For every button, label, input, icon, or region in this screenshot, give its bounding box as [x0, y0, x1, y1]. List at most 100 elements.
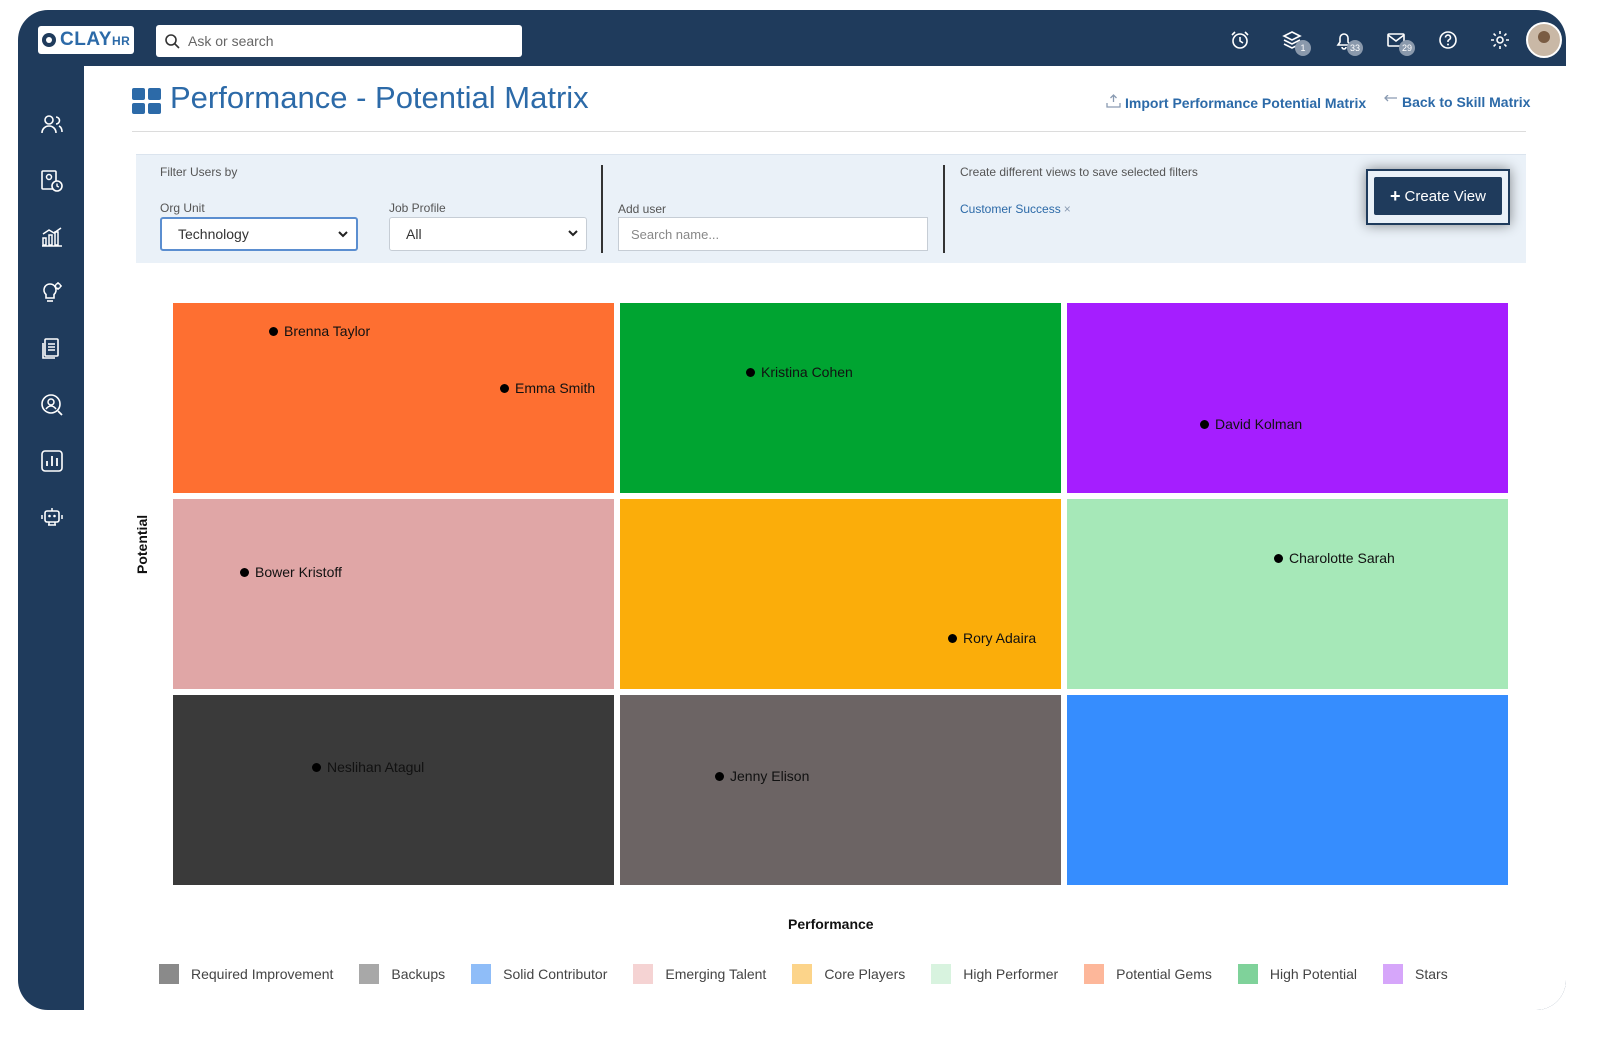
job-profile-label: Job Profile	[389, 201, 446, 215]
cell-stars[interactable]: David Kolman	[1067, 303, 1508, 493]
gear-icon[interactable]	[1474, 24, 1526, 56]
notifications-badge: 33	[1347, 40, 1363, 56]
bar-chart-icon[interactable]	[39, 224, 65, 250]
chevron-down-icon	[338, 231, 348, 238]
matrix-legend: Required Improvement Backups Solid Contr…	[159, 964, 1474, 984]
people-icon[interactable]	[39, 112, 65, 138]
legend-swatch	[159, 964, 179, 984]
logo-mark-icon	[42, 33, 56, 47]
legend-item[interactable]: High Potential	[1237, 964, 1357, 984]
cell-core-players[interactable]: Rory Adaira	[620, 499, 1061, 689]
person-marker[interactable]: Bower Kristoff	[240, 564, 342, 580]
legend-label: Potential Gems	[1116, 966, 1212, 982]
legend-item[interactable]: High Performer	[931, 964, 1058, 984]
search-icon	[165, 34, 180, 49]
top-bar: CLAYHR 1 33 29	[18, 10, 1566, 66]
saved-view-chip[interactable]: Customer Success ×	[960, 202, 1071, 216]
legend-item[interactable]: Core Players	[792, 964, 905, 984]
person-marker[interactable]: Jenny Elison	[715, 768, 809, 784]
create-view-frame: + Create View	[1366, 169, 1510, 225]
robot-icon[interactable]	[39, 504, 65, 530]
legend-item[interactable]: Backups	[359, 964, 445, 984]
clayhr-logo[interactable]: CLAYHR	[38, 26, 134, 54]
filter-heading: Filter Users by	[160, 165, 238, 179]
filter-panel: Filter Users by Org Unit Technology Job …	[136, 154, 1526, 263]
legend-item[interactable]: Stars	[1383, 964, 1448, 984]
add-user-input[interactable]	[618, 217, 928, 251]
add-user-label: Add user	[618, 202, 667, 216]
documents-icon[interactable]	[39, 336, 65, 362]
person-name: Charolotte Sarah	[1289, 550, 1395, 566]
global-search[interactable]	[156, 25, 522, 57]
search-input[interactable]	[186, 32, 510, 50]
legend-swatch	[1383, 964, 1404, 984]
create-view-button[interactable]: + Create View	[1374, 177, 1502, 215]
legend-label: Emerging Talent	[665, 966, 767, 982]
close-icon[interactable]: ×	[1063, 202, 1071, 216]
person-marker[interactable]: Charolotte Sarah	[1274, 550, 1395, 566]
legend-label: High Performer	[963, 966, 1059, 982]
alarm-clock-icon[interactable]	[1214, 24, 1266, 56]
bell-icon[interactable]: 33	[1318, 24, 1370, 56]
logo-subtext: HR	[111, 34, 131, 48]
person-search-icon[interactable]	[39, 392, 65, 418]
y-axis-label: Potential	[134, 514, 150, 574]
cell-potential-gems[interactable]: Brenna Taylor Emma Smith	[173, 303, 614, 493]
cell-solid-contributor[interactable]	[1067, 695, 1508, 885]
user-avatar[interactable]	[1526, 22, 1562, 58]
report-icon[interactable]	[39, 448, 65, 474]
person-name: Jenny Elison	[730, 768, 810, 784]
back-link-label: Back to Skill Matrix	[1402, 94, 1531, 110]
layers-badge: 1	[1295, 40, 1311, 56]
back-arrow-icon	[1382, 94, 1398, 110]
cell-high-potential[interactable]: Kristina Cohen	[620, 303, 1061, 493]
cell-required-improvement[interactable]: Neslihan Atagul	[173, 695, 614, 885]
lightbulb-gear-icon[interactable]	[39, 280, 65, 306]
person-marker[interactable]: Kristina Cohen	[746, 364, 853, 380]
legend-swatch	[359, 964, 380, 984]
legend-item[interactable]: Potential Gems	[1084, 964, 1212, 984]
legend-item[interactable]: Emerging Talent	[633, 964, 766, 984]
org-unit-select[interactable]: Technology	[160, 217, 358, 251]
person-name: Neslihan Atagul	[327, 759, 425, 775]
legend-item[interactable]: Solid Contributor	[471, 964, 607, 984]
help-icon[interactable]	[1422, 24, 1474, 56]
legend-label: Solid Contributor	[503, 966, 608, 982]
mail-badge: 29	[1399, 40, 1415, 56]
job-profile-value: All	[406, 226, 422, 242]
person-marker[interactable]: Rory Adaira	[948, 630, 1036, 646]
legend-label: Core Players	[824, 966, 906, 982]
header-divider	[132, 131, 1526, 132]
import-matrix-link[interactable]: Import Performance Potential Matrix	[1106, 94, 1366, 111]
person-clock-icon[interactable]	[39, 168, 65, 194]
sidebar	[18, 66, 84, 1010]
mail-icon[interactable]: 29	[1370, 24, 1422, 56]
person-marker[interactable]: Neslihan Atagul	[312, 759, 424, 775]
person-name: Rory Adaira	[963, 630, 1037, 646]
top-icons: 1 33 29	[1214, 22, 1566, 58]
person-name: Bower Kristoff	[255, 564, 342, 580]
cell-emerging-talent[interactable]: Bower Kristoff	[173, 499, 614, 689]
views-divider	[943, 165, 945, 253]
cell-backups[interactable]: Jenny Elison	[620, 695, 1061, 885]
saved-view-label: Customer Success	[960, 202, 1061, 216]
back-to-skill-matrix-link[interactable]: Back to Skill Matrix	[1382, 94, 1530, 110]
person-name: David Kolman	[1215, 416, 1303, 432]
legend-label: Required Improvement	[191, 966, 334, 982]
legend-swatch	[931, 964, 952, 984]
main-content: Performance - Potential Matrix Import Pe…	[84, 66, 1566, 1010]
person-marker[interactable]: Brenna Taylor	[269, 323, 370, 339]
cell-high-performer[interactable]: Charolotte Sarah	[1067, 499, 1508, 689]
matrix-grid-icon	[132, 88, 162, 114]
org-unit-value: Technology	[178, 226, 249, 242]
person-marker[interactable]: Emma Smith	[500, 380, 595, 396]
person-name: Brenna Taylor	[284, 323, 371, 339]
import-matrix-label: Import Performance Potential Matrix	[1125, 94, 1367, 111]
org-unit-label: Org Unit	[160, 201, 205, 215]
legend-swatch	[471, 964, 492, 984]
views-heading: Create different views to save selected …	[960, 165, 1198, 179]
person-marker[interactable]: David Kolman	[1200, 416, 1302, 432]
job-profile-select[interactable]: All	[389, 217, 587, 251]
layers-icon[interactable]: 1	[1266, 24, 1318, 56]
legend-item[interactable]: Required Improvement	[159, 964, 333, 984]
